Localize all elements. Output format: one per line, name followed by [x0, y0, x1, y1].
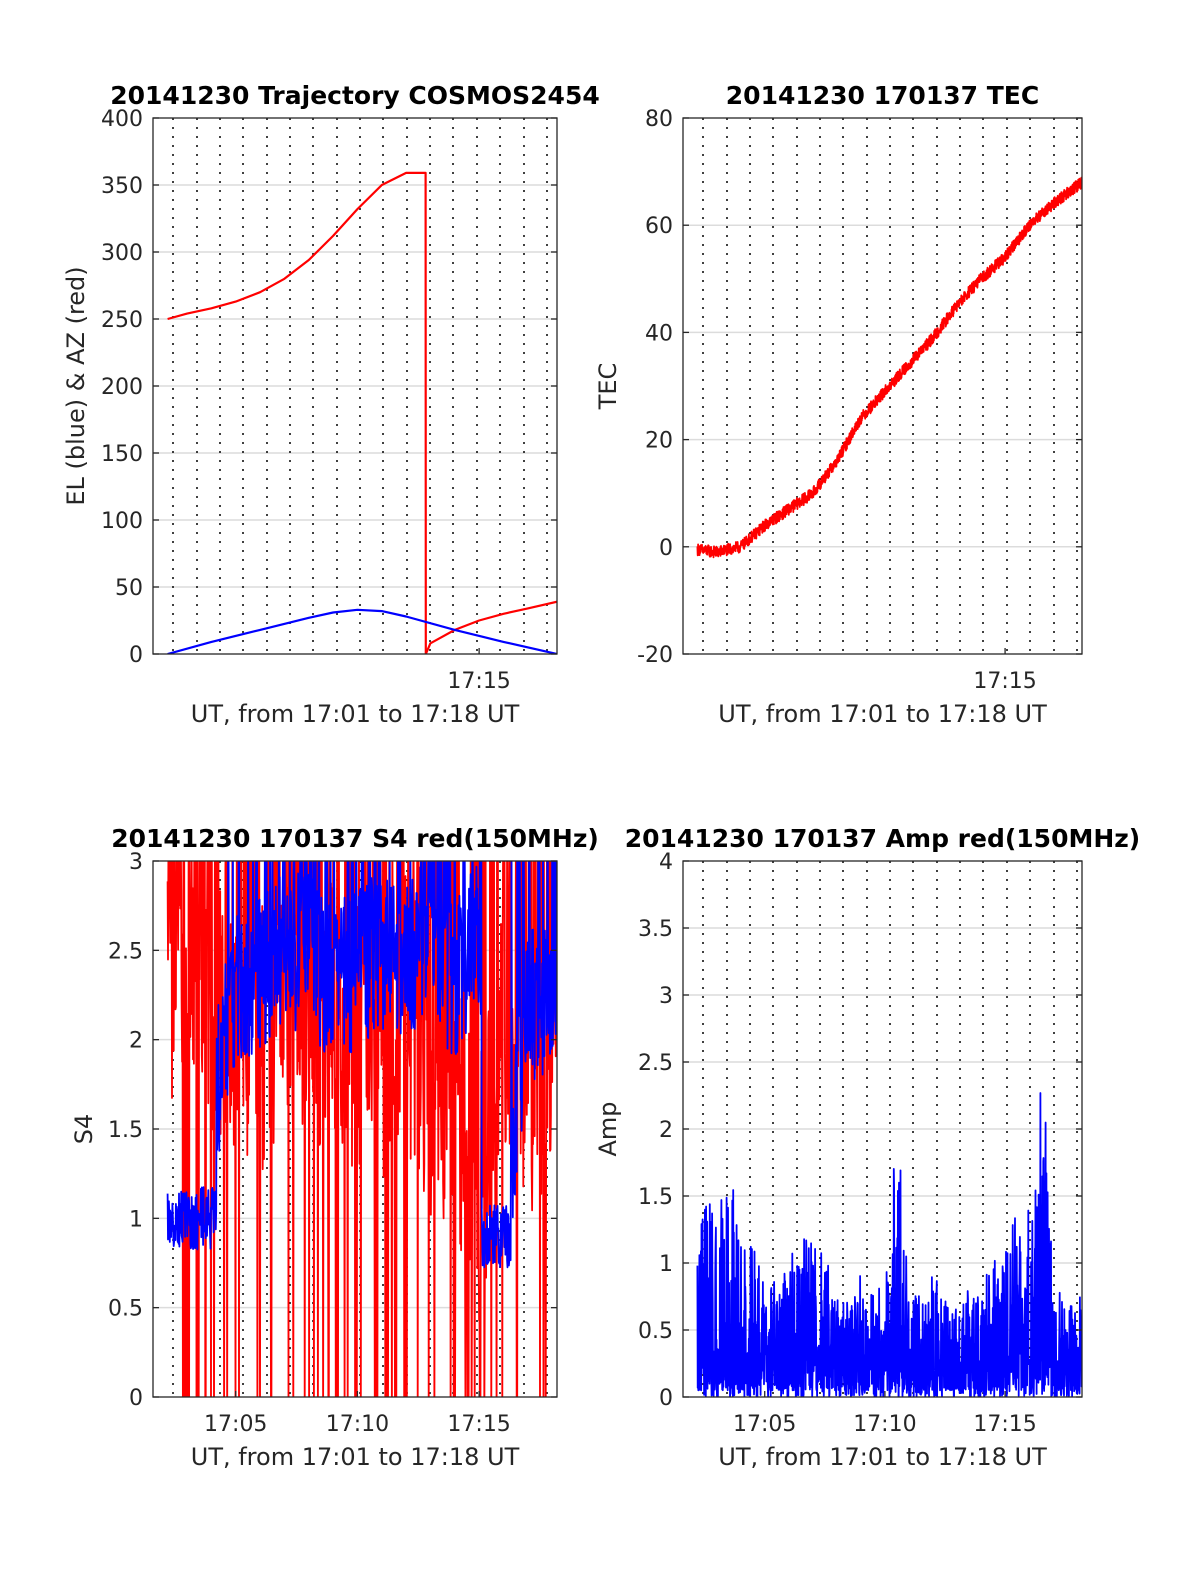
y-tick-label: 0	[659, 536, 673, 561]
x-tick-label: 17:15	[973, 669, 1036, 694]
y-tick-label: 0	[129, 1386, 143, 1411]
tec-chart: -20 0 20 40 60 80 17:15 20141230 170137 TEC UT, …	[594, 81, 1083, 728]
y-tick-label: 3	[659, 984, 673, 1009]
x-tick-label: 17:05	[733, 1412, 796, 1437]
series-line-red	[696, 176, 1082, 559]
y-tick-label: 2.5	[638, 1051, 673, 1076]
y-tick-label: 300	[101, 241, 143, 266]
series-line-blue	[167, 608, 557, 654]
y-tick-label: 0	[129, 643, 143, 668]
x-axis-label: UT, from 17:01 to 17:18 UT	[191, 700, 520, 728]
y-tick-label: 0	[659, 1386, 673, 1411]
y-tick-label: 350	[101, 174, 143, 199]
trajectory-chart: 0 50 100 150 200 250 300 350 400 17:15 20141230 Tr…	[62, 81, 600, 728]
y-tick-label: 0.5	[108, 1297, 143, 1322]
y-tick-label: 400	[101, 107, 143, 132]
y-tick-label: 2	[129, 1029, 143, 1054]
x-tick-label: 17:15	[973, 1412, 1036, 1437]
y-tick-label: 2.5	[108, 939, 143, 964]
y-tick-label: 150	[101, 442, 143, 467]
y-tick-label: 1.5	[638, 1185, 673, 1210]
y-tick-label: 1	[659, 1252, 673, 1277]
y-tick-label: 200	[101, 375, 143, 400]
y-tick-label: 0.5	[638, 1319, 673, 1344]
y-axis-label: Amp	[594, 1101, 622, 1156]
y-tick-label: 40	[645, 321, 673, 346]
y-tick-label: 4	[659, 850, 673, 875]
x-axis-label: UT, from 17:01 to 17:18 UT	[718, 700, 1047, 728]
y-tick-label: -20	[637, 643, 673, 668]
y-tick-label: 3.5	[638, 917, 673, 942]
y-tick-label: 100	[101, 509, 143, 534]
y-axis-label: S4	[70, 1114, 98, 1145]
chart-title: 20141230 170137 Amp red(150MHz)	[625, 824, 1141, 853]
amp-chart: 0 0.5 1 1.5 2 2.5 3 3.5 4 17:05 17:10 17:15 20141230…	[594, 824, 1140, 1471]
x-axis-label: UT, from 17:01 to 17:18 UT	[718, 1443, 1047, 1471]
chart-title: 20141230 170137 S4 red(150MHz)	[111, 824, 599, 853]
y-tick-label: 80	[645, 107, 673, 132]
x-tick-label: 17:15	[447, 669, 510, 694]
series-line-blue	[696, 1092, 1082, 1397]
x-tick-label: 17:10	[326, 1412, 389, 1437]
y-axis-label: TEC	[594, 363, 622, 411]
x-axis-label: UT, from 17:01 to 17:18 UT	[191, 1443, 520, 1471]
x-tick-label: 17:15	[447, 1412, 510, 1437]
y-axis-label: EL (blue) & AZ (red)	[62, 266, 90, 505]
y-tick-label: 250	[101, 308, 143, 333]
chart-title: 20141230 Trajectory COSMOS2454	[110, 81, 600, 110]
axes-frame	[682, 117, 1083, 655]
y-tick-label: 1.5	[108, 1118, 143, 1143]
y-tick-label: 50	[115, 576, 143, 601]
y-tick-label: 2	[659, 1118, 673, 1143]
x-tick-label: 17:05	[204, 1412, 267, 1437]
s4-chart: 0 0.5 1 1.5 2 2.5 3 17:05 17:10 17:15 20141230 170…	[70, 824, 599, 1471]
series-line-blue	[166, 861, 557, 1269]
y-tick-label: 3	[129, 850, 143, 875]
x-tick-label: 17:10	[853, 1412, 916, 1437]
y-tick-label: 1	[129, 1207, 143, 1232]
chart-title: 20141230 170137 TEC	[726, 81, 1039, 110]
y-tick-label: 20	[645, 429, 673, 454]
series-line-red	[167, 171, 557, 654]
y-tick-label: 60	[645, 214, 673, 239]
